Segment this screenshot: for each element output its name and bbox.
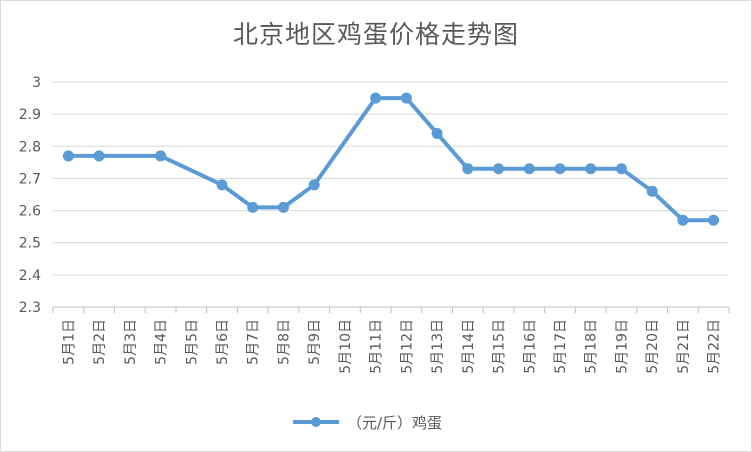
x-tick-label: 5月7日 [246,319,262,365]
data-point [216,179,228,191]
x-tick-label: 5月12日 [399,319,415,374]
data-point [523,163,535,175]
y-tick-label: 2.4 [19,268,41,284]
x-tick-label: 5月18日 [584,319,600,374]
data-point [615,163,627,175]
y-tick-label: 2.8 [19,139,41,155]
x-tick-label: 5月8日 [276,319,292,365]
chart-title: 北京地区鸡蛋价格走势图 [232,20,519,49]
data-point [493,163,505,175]
x-tick-label: 5月21日 [676,319,692,374]
y-tick-label: 2.6 [19,204,41,220]
x-tick-label: 5月5日 [184,319,200,365]
data-point [370,92,382,104]
legend-label: （元/斤）鸡蛋 [347,413,443,432]
data-point [400,92,412,104]
x-tick-label: 5月2日 [92,319,108,365]
x-tick-label: 5月10日 [338,319,354,374]
data-point [93,150,105,162]
x-tick-label: 5月4日 [154,319,170,365]
x-tick-label: 5月16日 [522,319,538,374]
x-tick-label: 5月1日 [61,319,77,365]
y-tick-label: 2.3 [19,300,41,316]
data-point [462,163,474,175]
series-line-layer [68,96,714,223]
x-tick-label: 5月14日 [461,319,477,374]
data-point [277,201,289,213]
x-tick-label: 5月11日 [369,319,385,374]
data-point [708,214,720,226]
data-point [308,179,320,191]
series-line-0 [68,96,714,223]
data-point [554,163,566,175]
data-point [585,163,597,175]
data-point [646,185,658,197]
y-tick-label: 2.5 [19,236,41,252]
x-tick-label: 5月13日 [430,319,446,374]
data-points [62,92,720,226]
data-point [62,150,74,162]
data-point [431,127,443,139]
legend: （元/斤）鸡蛋 [293,411,442,433]
data-point [677,214,689,226]
data-point [155,150,167,162]
x-tick-label: 5月3日 [123,319,139,365]
x-tick-label: 5月19日 [614,319,630,374]
data-point [247,201,259,213]
y-tick-label: 2.9 [19,107,41,123]
x-tick-label: 5月9日 [307,319,323,365]
legend-swatch-icon [293,417,339,427]
gridlines [53,81,729,308]
y-tick-label: 2.7 [19,171,41,187]
x-tick-label: 5月6日 [215,319,231,365]
x-tick-label: 5月20日 [645,319,661,374]
axes: 2.3 2.4 2.5 2.6 2.7 2.8 2.9 3 5月1日 5月2日 5月3日 5月4日 5月… [19,75,730,374]
x-tick-label: 5月17日 [553,319,569,374]
x-tick-label: 5月22日 [707,319,723,374]
y-tick-label: 3 [32,75,41,91]
x-tick-label: 5月15日 [492,319,508,374]
